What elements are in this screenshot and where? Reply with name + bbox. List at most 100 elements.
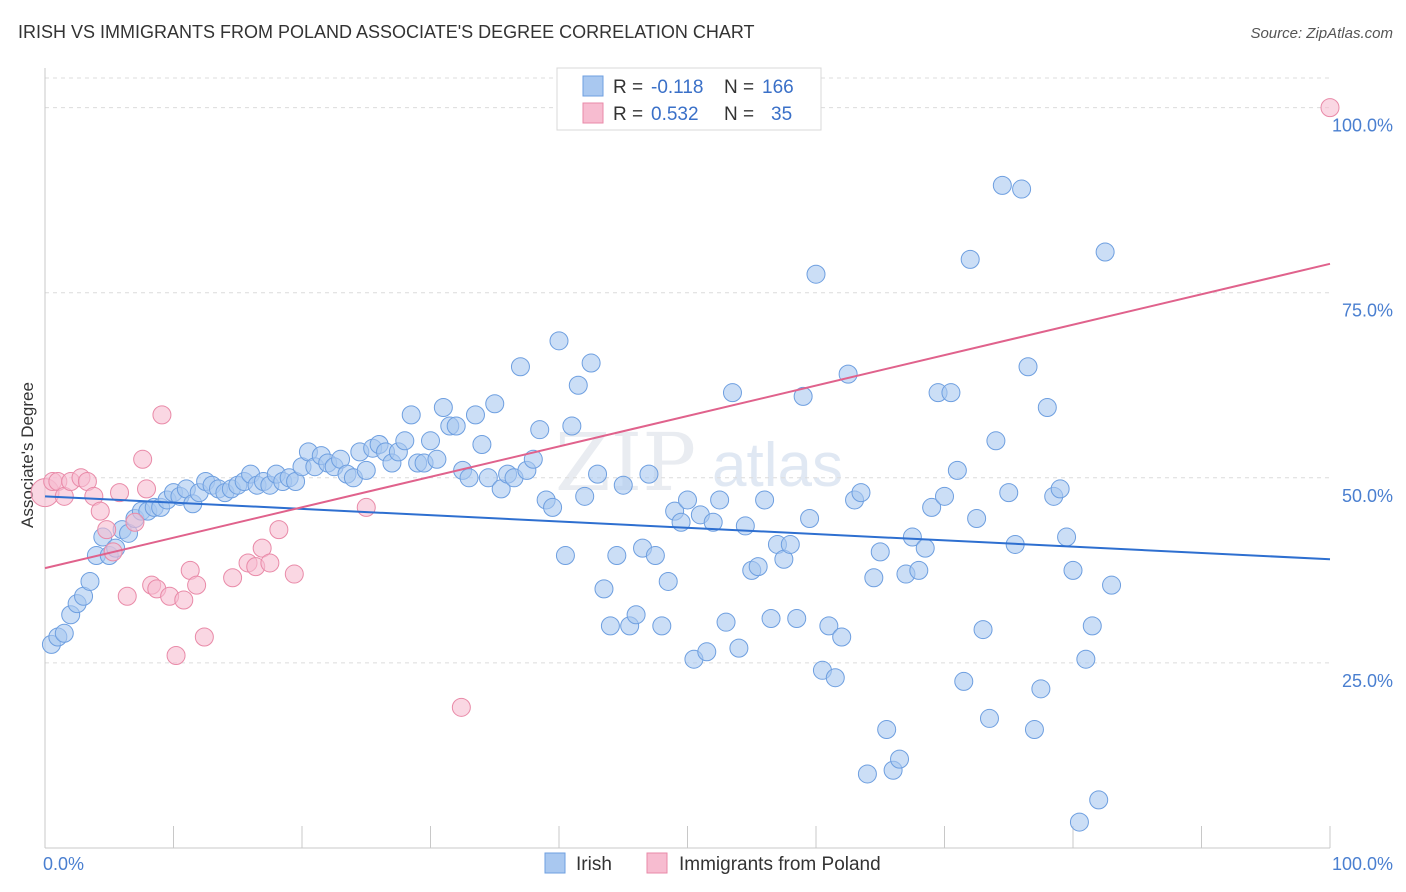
y-axis-label: Associate's Degree: [18, 382, 37, 528]
legend-r-label-poland: R =: [613, 104, 643, 125]
irish-point: [530, 420, 550, 440]
irish-point: [1031, 679, 1051, 699]
y-tick-label-0: 100.0%: [1332, 116, 1393, 136]
irish-point: [1050, 479, 1070, 499]
irish-point: [735, 516, 755, 536]
irish-point: [999, 483, 1019, 503]
legend-r-value-poland: 0.532: [651, 104, 699, 125]
irish-point: [806, 264, 826, 284]
irish-point: [1076, 649, 1096, 669]
y-tick-label-3: 25.0%: [1342, 671, 1393, 691]
poland-point: [90, 501, 110, 521]
y-tick-label-1: 75.0%: [1342, 301, 1393, 321]
irish-point: [465, 405, 485, 425]
legend-r-value-irish: -0.118: [651, 77, 703, 98]
irish-point: [607, 546, 627, 566]
poland-point: [137, 479, 157, 499]
irish-point: [1037, 397, 1057, 417]
irish-point: [793, 386, 813, 406]
irish-point: [472, 434, 492, 454]
irish-point: [678, 490, 697, 510]
irish-point: [973, 620, 993, 640]
x-tick-label-max: 100.0%: [1332, 854, 1393, 874]
irish-point: [748, 557, 768, 577]
irish-point: [1102, 575, 1122, 595]
series-label-poland: Immigrants from Poland: [679, 854, 881, 875]
irish-point: [395, 431, 415, 451]
irish-point: [697, 642, 717, 662]
irish-point: [1057, 527, 1077, 547]
irish-point: [459, 468, 479, 488]
irish-trend-line: [44, 495, 1331, 561]
irish-point: [947, 460, 967, 480]
irish-point: [832, 627, 852, 647]
irish-point: [755, 490, 775, 510]
zipatlas-watermark: ZIP atlas: [555, 416, 843, 509]
irish-point: [902, 527, 922, 547]
irish-point: [1018, 357, 1038, 377]
series-swatch-poland: [646, 852, 668, 874]
irish-point: [356, 460, 376, 480]
irish-points: [41, 175, 1122, 832]
poland-point: [260, 553, 280, 573]
poland-trend-line: [44, 262, 1331, 570]
irish-point: [594, 579, 614, 599]
poland-point: [117, 586, 137, 606]
chart-title: IRISH VS IMMIGRANTS FROM POLAND ASSOCIAT…: [18, 22, 755, 42]
irish-point: [780, 534, 800, 554]
poland-point: [187, 575, 207, 595]
poland-point: [451, 697, 471, 717]
irish-point: [626, 605, 646, 625]
legend-n-value-irish: 166: [762, 77, 794, 98]
irish-point: [761, 608, 781, 628]
legend-n-label-poland: N =: [724, 104, 754, 125]
irish-point: [581, 353, 601, 373]
y-tick-label-2: 50.0%: [1342, 486, 1393, 506]
irish-point: [915, 538, 935, 558]
irish-point: [1063, 560, 1083, 580]
irish-point: [1024, 720, 1044, 740]
irish-point: [909, 560, 929, 580]
irish-point: [941, 383, 961, 403]
irish-point: [639, 464, 659, 484]
poland-point: [252, 538, 272, 558]
irish-point: [992, 175, 1012, 195]
poland-point: [97, 520, 117, 540]
poland-point: [356, 497, 376, 517]
irish-point: [922, 497, 942, 517]
irish-point: [979, 708, 999, 728]
irish-point: [890, 749, 910, 769]
poland-point: [1320, 98, 1340, 118]
irish-point: [986, 431, 1006, 451]
irish-point: [960, 249, 980, 269]
trend-lines: [44, 262, 1331, 570]
irish-point: [652, 616, 672, 636]
series-label-irish: Irish: [576, 854, 612, 875]
irish-point: [54, 623, 74, 643]
poland-point: [284, 564, 304, 584]
legend-r-label-irish: R =: [613, 77, 643, 98]
irish-point: [1069, 812, 1089, 832]
irish-point: [787, 608, 807, 628]
irish-point: [421, 431, 440, 451]
irish-point: [825, 668, 845, 688]
irish-point: [722, 383, 742, 403]
irish-point: [819, 616, 839, 636]
legend-swatch-poland: [582, 102, 604, 124]
chart-source: Source: ZipAtlas.com: [1250, 25, 1393, 42]
irish-point: [543, 497, 563, 517]
irish-point: [870, 542, 890, 562]
axes: [44, 68, 1331, 849]
irish-point: [703, 512, 723, 532]
irish-point: [446, 416, 466, 436]
poland-point: [269, 520, 289, 540]
irish-point: [478, 468, 498, 488]
stats-legend: R = -0.118 N = 166 R = 0.532 N = 35: [556, 67, 822, 131]
series-legend: Irish Immigrants from Poland: [544, 852, 881, 875]
irish-point: [851, 483, 871, 503]
poland-point: [110, 483, 130, 503]
irish-point: [575, 486, 595, 506]
irish-point: [523, 449, 543, 469]
legend-n-label-irish: N =: [724, 77, 754, 98]
